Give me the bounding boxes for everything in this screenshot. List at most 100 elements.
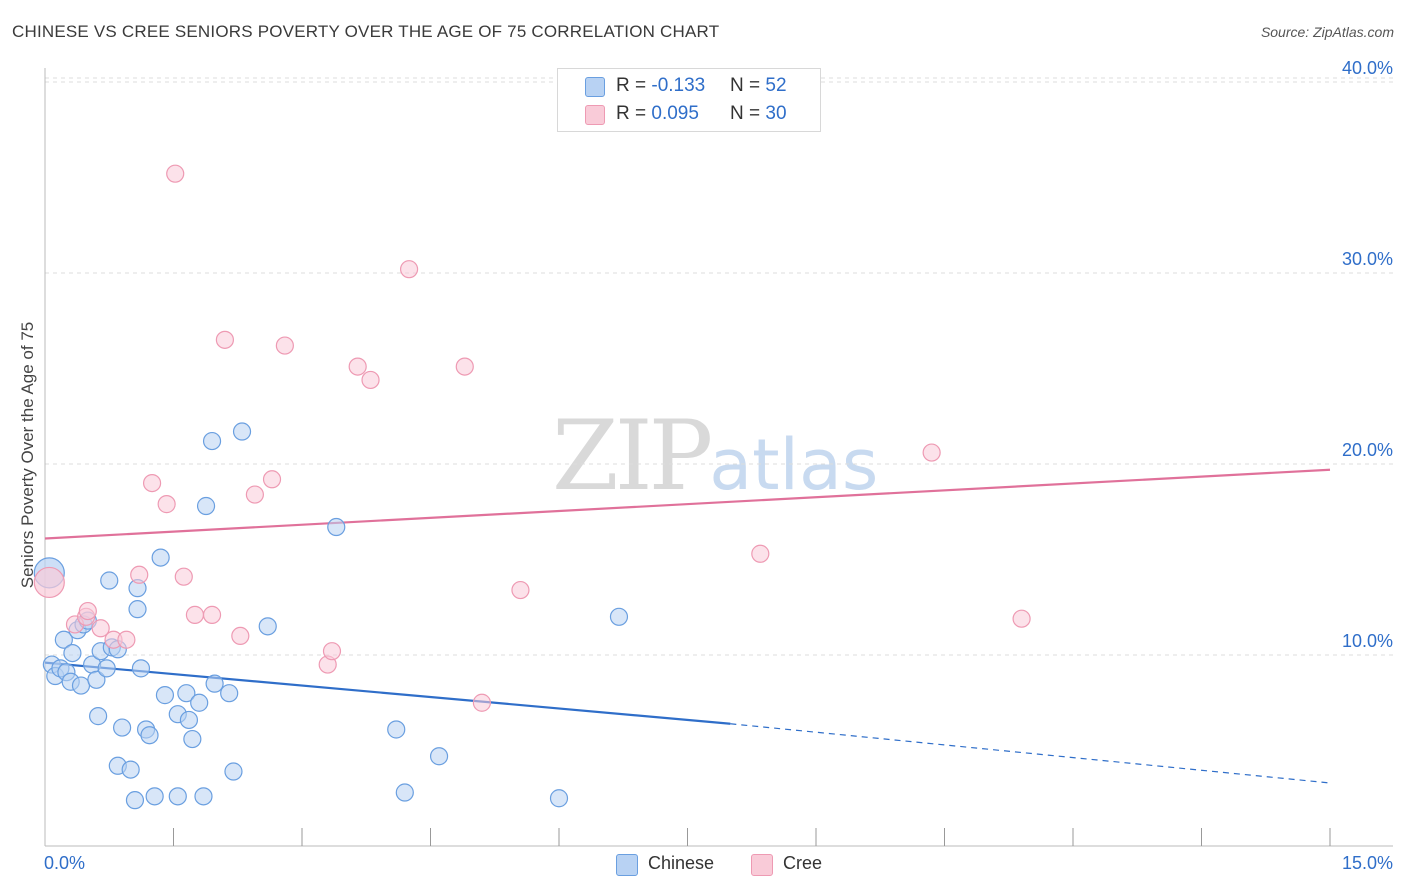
cree-point	[922, 443, 941, 462]
chinese-point	[609, 607, 629, 626]
chinese-point	[177, 684, 196, 703]
cree-point	[157, 495, 176, 514]
chinese-point	[145, 787, 164, 806]
chinese-point	[131, 659, 151, 678]
cree-point	[166, 164, 185, 183]
chinese-point	[151, 548, 170, 567]
cree-point	[215, 330, 234, 349]
chinese-r-value: -0.133	[651, 75, 706, 96]
chinese-point	[54, 630, 73, 649]
chart-title: CHINESE VS CREE SENIORS POVERTY OVER THE…	[12, 22, 720, 41]
cree-r: R = 0.095	[616, 103, 699, 125]
chinese-point	[190, 693, 209, 712]
series-legend: Chinese Cree	[0, 852, 1406, 878]
chinese-point	[112, 718, 132, 737]
chinese-point	[429, 747, 449, 766]
cree-point	[472, 693, 491, 712]
cree-point	[361, 370, 380, 390]
cree-r-label: R =	[616, 103, 652, 124]
x-tick-label: 0.0%	[44, 853, 85, 873]
cree-point	[399, 260, 419, 279]
chinese-point	[258, 617, 277, 636]
cree-point	[348, 357, 367, 376]
chinese-point	[71, 676, 91, 695]
watermark-zip: ZIP	[552, 400, 713, 512]
cree-point	[202, 605, 222, 624]
chinese-point	[224, 762, 243, 781]
x-tick-label: 15.0%	[1342, 853, 1393, 873]
chinese-point	[168, 787, 187, 806]
chinese-point	[100, 571, 119, 590]
cree-point	[130, 565, 149, 584]
cree-point	[78, 601, 97, 621]
chinese-trend-line	[44, 661, 731, 725]
cree-point	[142, 474, 162, 493]
chinese-point	[205, 674, 224, 693]
cree-point	[262, 470, 282, 489]
y-tick-label: 10.0%	[1342, 631, 1393, 651]
cree-point	[455, 357, 474, 376]
chinese-point	[128, 600, 147, 619]
chinese-point	[387, 720, 406, 739]
cree-point	[245, 485, 264, 504]
axes	[44, 68, 1393, 847]
chinese-legend-label: Chinese	[648, 853, 715, 873]
cree-point	[751, 544, 770, 563]
y-tick-label: 40.0%	[1342, 58, 1393, 78]
chinese-n-label: N =	[730, 75, 766, 96]
chinese-point	[232, 422, 252, 441]
chinese-point	[140, 726, 159, 745]
cree-point	[117, 630, 136, 649]
cree-point	[231, 626, 250, 646]
cree-point	[1012, 609, 1031, 628]
cree-n-label: N =	[730, 103, 766, 124]
chinese-point	[97, 659, 116, 678]
watermark-atlas: atlas	[709, 424, 879, 506]
cree-trend-line	[44, 468, 1331, 540]
chinese-point	[155, 686, 175, 705]
chinese-point	[179, 710, 199, 730]
y-tick-label: 30.0%	[1342, 249, 1393, 269]
cree-swatch	[585, 105, 605, 125]
chinese-legend-swatch	[616, 854, 638, 876]
cree-n: N = 30	[730, 103, 787, 125]
chinese-point	[196, 496, 216, 516]
cree-point	[322, 642, 342, 661]
cree-legend-swatch	[751, 854, 773, 876]
stats-legend: R = -0.133 N = 52 R = 0.095 N = 30	[557, 68, 821, 132]
cree-n-value: 30	[765, 103, 787, 124]
cree-point	[91, 619, 110, 638]
cree-r-value: 0.095	[651, 103, 699, 124]
trend-lines	[44, 468, 1331, 784]
chinese-point	[220, 684, 239, 703]
cree-point	[185, 605, 205, 624]
cree-point	[275, 336, 294, 355]
watermark: ZIPatlas	[552, 400, 878, 512]
chinese-point	[87, 670, 106, 689]
data-points	[33, 164, 1031, 810]
chinese-point	[395, 783, 414, 802]
chinese-point	[183, 729, 202, 749]
grid	[45, 77, 1393, 656]
cree-point	[511, 580, 530, 600]
chinese-point	[125, 791, 145, 810]
chinese-point	[121, 760, 140, 779]
chinese-n-value: 52	[765, 75, 787, 96]
y-tick-label: 20.0%	[1342, 440, 1393, 460]
chinese-point	[327, 517, 346, 537]
chinese-point	[63, 643, 82, 663]
chinese-swatch	[585, 77, 605, 97]
chinese-point	[89, 707, 108, 726]
chinese-point	[549, 789, 569, 808]
chinese-n: N = 52	[730, 75, 787, 97]
chinese-r-label: R =	[616, 75, 652, 96]
cree-point	[33, 566, 65, 599]
chinese-point	[194, 787, 213, 806]
chinese-point	[202, 431, 222, 451]
cree-legend-label: Cree	[783, 853, 823, 873]
tick-labels: 10.0% 20.0% 30.0% 40.0% 0.0% 15.0%	[44, 58, 1393, 873]
chinese-r: R = -0.133	[616, 75, 705, 97]
cree-point	[174, 567, 193, 586]
source-note: Source: ZipAtlas.com	[1260, 24, 1394, 40]
